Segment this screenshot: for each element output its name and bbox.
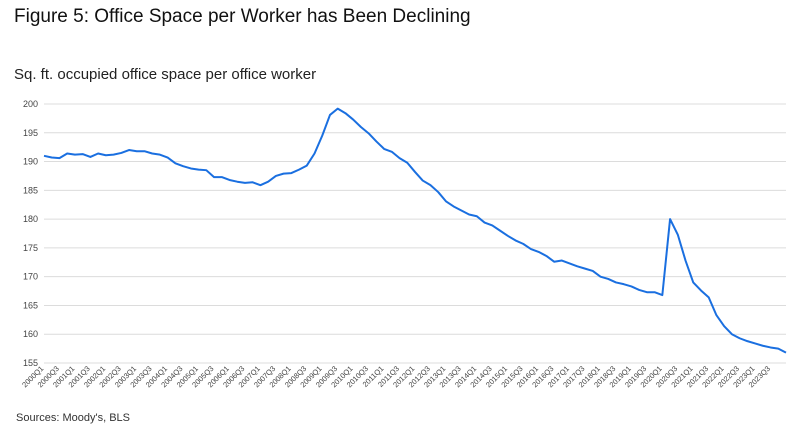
x-axis: 2000Q12000Q32001Q12001Q32002Q12002Q32003… bbox=[20, 364, 772, 389]
y-tick-label: 180 bbox=[23, 214, 38, 224]
y-tick-label: 185 bbox=[23, 185, 38, 195]
y-tick-label: 195 bbox=[23, 128, 38, 138]
y-tick-label: 155 bbox=[23, 358, 38, 368]
y-tick-label: 175 bbox=[23, 243, 38, 253]
y-tick-label: 160 bbox=[23, 329, 38, 339]
y-axis: 155 160 165 170 175 180 185 190 195 200 bbox=[23, 99, 38, 368]
y-tick-label: 190 bbox=[23, 157, 38, 167]
series-layer bbox=[43, 107, 787, 354]
series-line bbox=[43, 107, 787, 354]
gridlines bbox=[44, 103, 786, 364]
source-note: Sources: Moody's, BLS bbox=[16, 412, 130, 424]
y-tick-label: 170 bbox=[23, 272, 38, 282]
figure-title: Figure 5: Office Space per Worker has Be… bbox=[14, 6, 471, 27]
y-tick-label: 200 bbox=[23, 99, 38, 109]
y-tick-label: 165 bbox=[23, 300, 38, 310]
chart-title: Sq. ft. occupied office space per office… bbox=[14, 66, 317, 83]
